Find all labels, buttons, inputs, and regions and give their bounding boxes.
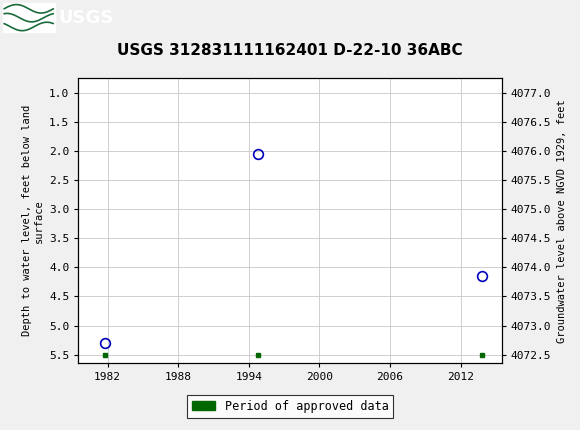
Legend: Period of approved data: Period of approved data [187,395,393,418]
Y-axis label: Depth to water level, feet below land
surface: Depth to water level, feet below land su… [22,105,44,336]
Bar [3,3,55,32]
Text: USGS: USGS [58,9,113,27]
Y-axis label: Groundwater level above NGVD 1929, feet: Groundwater level above NGVD 1929, feet [557,99,567,343]
Text: USGS 312831111162401 D-22-10 36ABC: USGS 312831111162401 D-22-10 36ABC [117,43,463,58]
